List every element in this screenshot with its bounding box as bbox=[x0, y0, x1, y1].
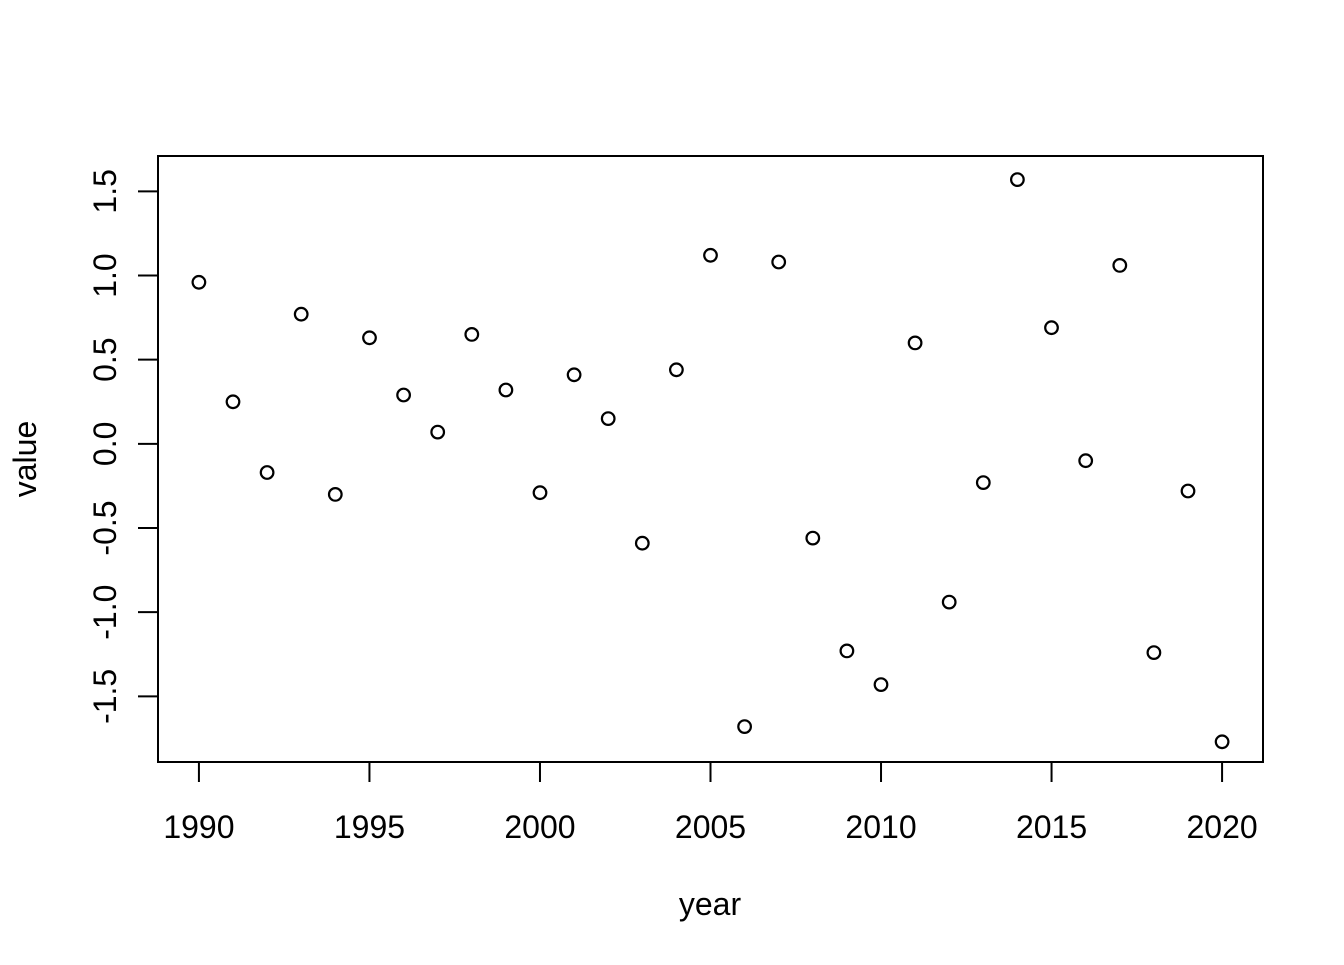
data-point bbox=[532, 485, 548, 501]
data-point bbox=[225, 394, 241, 410]
data-point bbox=[839, 643, 855, 659]
data-point bbox=[1112, 258, 1128, 273]
y-tick-label: -1.0 bbox=[87, 585, 123, 640]
data-point bbox=[600, 411, 616, 427]
data-point bbox=[498, 382, 514, 398]
data-point bbox=[669, 362, 684, 378]
plot-border bbox=[157, 155, 1264, 763]
y-tick-label: 0.5 bbox=[87, 337, 123, 381]
data-points bbox=[191, 172, 1230, 750]
data-point bbox=[771, 254, 787, 270]
data-point bbox=[362, 330, 377, 346]
x-tick-label: 2015 bbox=[1016, 809, 1087, 845]
data-point bbox=[293, 306, 309, 322]
data-point bbox=[1180, 483, 1196, 499]
x-axis-title: year bbox=[679, 886, 742, 922]
x-axis-tick-labels: 1990 1995 2000 2005 2010 2015 2020 bbox=[163, 809, 1257, 845]
y-tick-label: -0.5 bbox=[87, 500, 123, 555]
data-point bbox=[259, 465, 275, 480]
y-tick-label: 1.5 bbox=[87, 169, 123, 213]
y-axis-tick-labels: -1.5 -1.0 -0.5 0.0 0.5 1.0 1.5 bbox=[87, 169, 123, 724]
data-point bbox=[975, 475, 991, 491]
x-tick-label: 2020 bbox=[1186, 809, 1257, 845]
data-point bbox=[566, 367, 582, 383]
x-tick-label: 2010 bbox=[845, 809, 916, 845]
data-point bbox=[327, 487, 343, 502]
x-tick-label: 2000 bbox=[504, 809, 575, 845]
data-point bbox=[396, 387, 412, 403]
data-point bbox=[634, 535, 650, 551]
data-point bbox=[191, 274, 207, 290]
data-point bbox=[1078, 453, 1094, 469]
data-point bbox=[1044, 320, 1059, 336]
data-point bbox=[1214, 734, 1230, 750]
x-tick-label: 1995 bbox=[334, 809, 405, 845]
data-point bbox=[805, 530, 821, 546]
data-point bbox=[1010, 172, 1025, 188]
y-tick-label: -1.5 bbox=[87, 669, 123, 724]
y-tick-label: 1.0 bbox=[87, 253, 123, 297]
data-point bbox=[941, 594, 957, 610]
data-point bbox=[1146, 645, 1162, 660]
y-tick-label: 0.0 bbox=[87, 422, 123, 466]
x-tick-label: 1990 bbox=[163, 809, 234, 845]
y-axis-title: value bbox=[7, 421, 43, 498]
data-point bbox=[737, 719, 752, 734]
data-point bbox=[430, 424, 446, 440]
data-point bbox=[703, 247, 718, 263]
x-tick-label: 2005 bbox=[675, 809, 746, 845]
x-axis-ticks bbox=[197, 762, 1224, 782]
y-axis-ticks bbox=[138, 190, 158, 698]
data-point bbox=[873, 677, 889, 692]
data-point bbox=[464, 327, 480, 342]
data-point bbox=[907, 335, 923, 351]
